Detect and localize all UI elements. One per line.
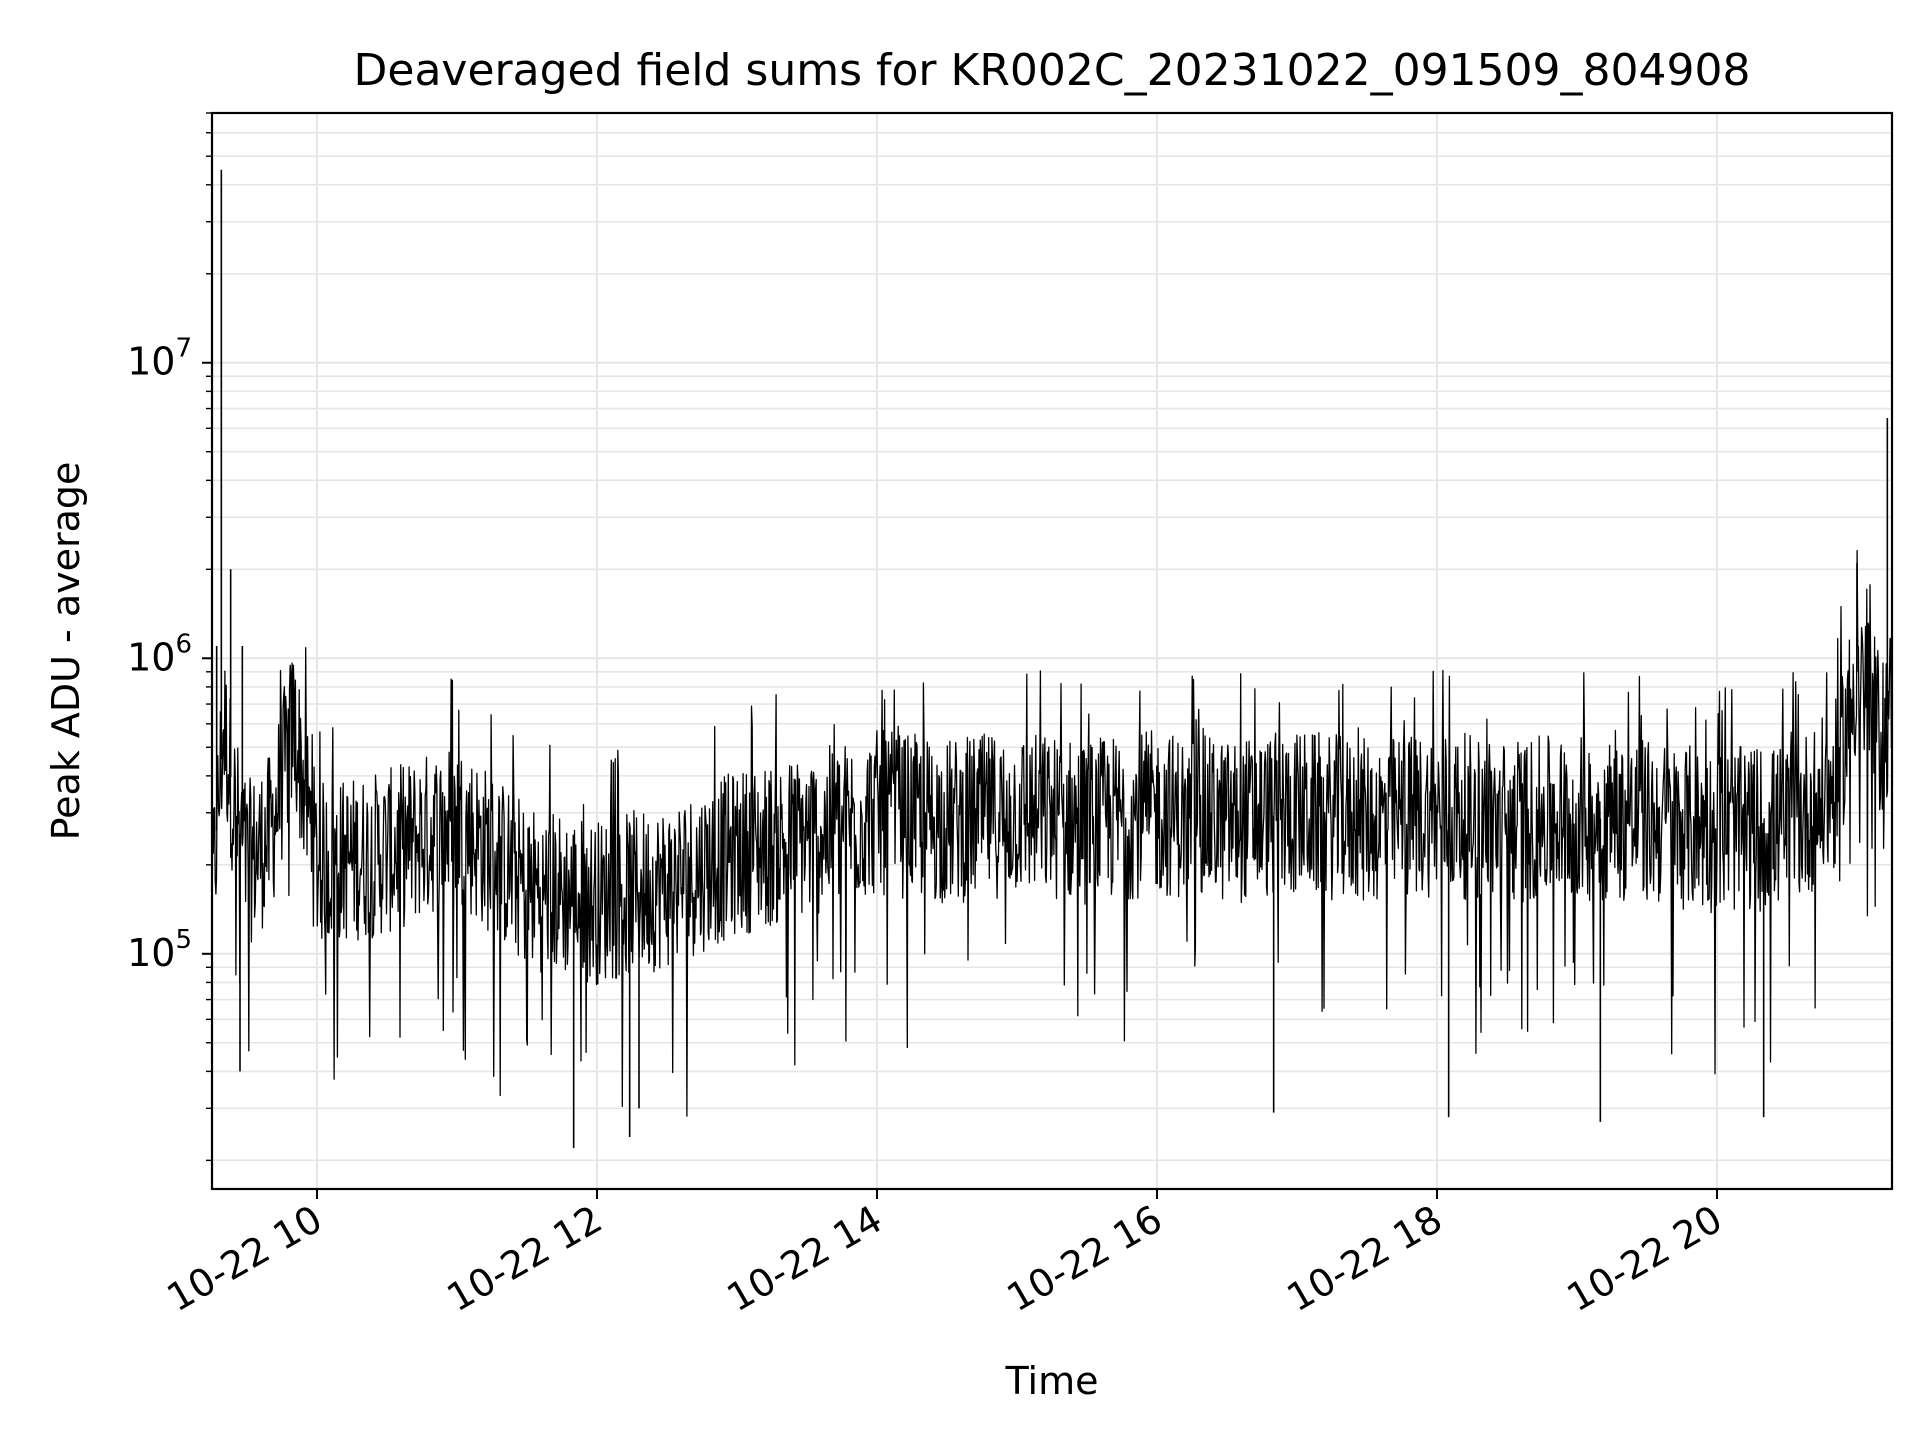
plot-frame [210,111,1894,1191]
series-line [211,169,1893,1149]
y-tick-label: 107 [127,334,192,384]
y-tick-label: 106 [127,629,192,679]
y-tick-label-base: 10 [127,931,175,975]
y-tick-label-base: 10 [127,635,175,679]
chart-title: Deaveraged field sums for KR002C_2023102… [354,45,1751,96]
y-tick-label: 105 [127,925,192,975]
series-trace [211,549,1893,1117]
y-tick-label-exponent: 5 [175,925,192,955]
y-tick-label-exponent: 7 [175,334,192,364]
x-axis-label: Time [1005,1359,1099,1403]
y-tick-label-exponent: 6 [175,629,192,659]
y-tick-label-base: 10 [127,340,175,384]
y-axis-label: Peak ADU - average [44,462,88,841]
